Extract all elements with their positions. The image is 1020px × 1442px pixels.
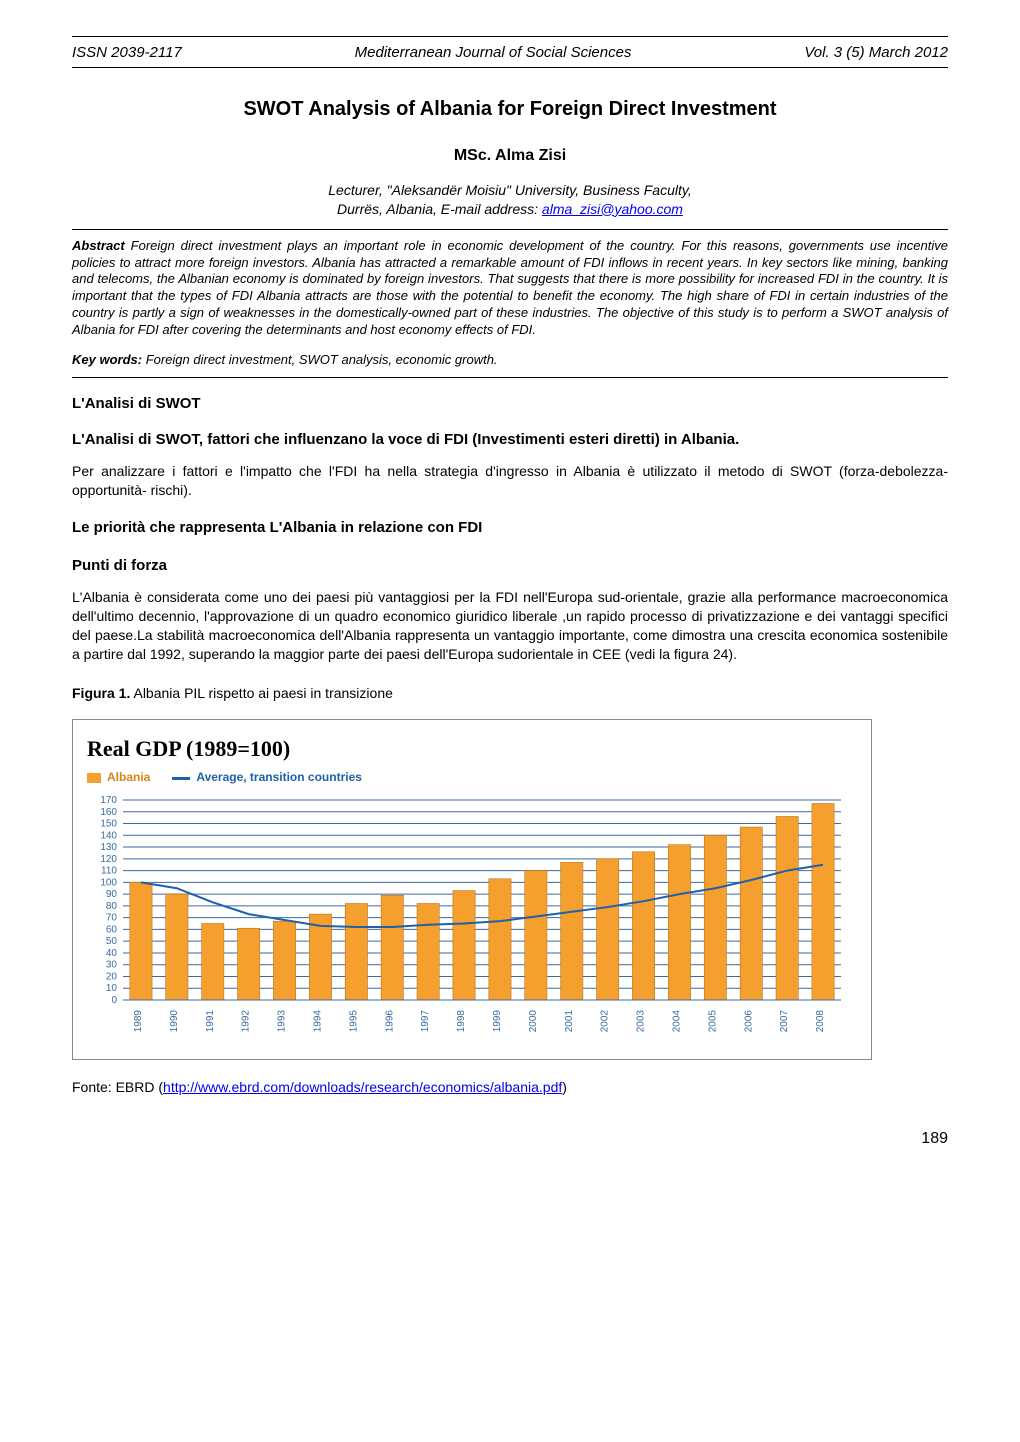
- svg-text:2000: 2000: [528, 1009, 539, 1032]
- author-name: MSc. Alma Zisi: [72, 145, 948, 167]
- source-link[interactable]: http://www.ebrd.com/downloads/research/e…: [163, 1079, 562, 1095]
- affiliation-line-2-prefix: Durrës, Albania, E-mail address:: [337, 201, 542, 217]
- svg-text:2002: 2002: [600, 1009, 611, 1032]
- paragraph-2: L'Albania è considerata come uno dei pae…: [72, 588, 948, 664]
- keywords-label: Key words:: [72, 352, 142, 367]
- line-swatch-icon: [172, 777, 190, 780]
- svg-text:130: 130: [100, 842, 117, 853]
- keywords: Key words: Foreign direct investment, SW…: [72, 351, 948, 369]
- subhead-2: Punti di forza: [72, 556, 948, 576]
- svg-text:1998: 1998: [456, 1009, 467, 1032]
- legend-avg-label: Average, transition countries: [196, 770, 362, 784]
- page-number: 189: [72, 1128, 948, 1150]
- svg-text:1990: 1990: [169, 1009, 180, 1032]
- journal-title: Mediterranean Journal of Social Sciences: [182, 43, 805, 63]
- affiliation: Lecturer, "Aleksandër Moisiu" University…: [72, 181, 948, 219]
- svg-text:1993: 1993: [277, 1009, 288, 1032]
- legend-albania: Albania: [87, 769, 150, 785]
- chart-svg: 0102030405060708090100110120130140150160…: [87, 794, 847, 1044]
- legend-albania-label: Albania: [107, 770, 150, 784]
- chart-title: Real GDP (1989=100): [87, 734, 857, 764]
- svg-text:1991: 1991: [205, 1009, 216, 1032]
- svg-text:20: 20: [106, 971, 118, 982]
- svg-text:1999: 1999: [492, 1009, 503, 1032]
- paragraph-1: Per analizzare i fattori e l'impatto che…: [72, 462, 948, 500]
- source-prefix: Fonte: EBRD (: [72, 1079, 163, 1095]
- figure-caption: Figura 1. Albania PIL rispetto ai paesi …: [72, 684, 948, 703]
- source-line: Fonte: EBRD (http://www.ebrd.com/downloa…: [72, 1078, 948, 1097]
- svg-text:1997: 1997: [420, 1009, 431, 1032]
- svg-text:0: 0: [111, 995, 117, 1006]
- figure-caption-text: Albania PIL rispetto ai paesi in transiz…: [130, 685, 393, 701]
- svg-text:100: 100: [100, 877, 117, 888]
- svg-text:140: 140: [100, 830, 117, 841]
- article-title: SWOT Analysis of Albania for Foreign Dir…: [72, 96, 948, 123]
- svg-text:2001: 2001: [564, 1009, 575, 1032]
- section-head-2: L'Analisi di SWOT, fattori che influenza…: [72, 430, 948, 450]
- svg-text:2005: 2005: [707, 1009, 718, 1032]
- issn: ISSN 2039-2117: [72, 43, 182, 63]
- svg-text:150: 150: [100, 818, 117, 829]
- figure-caption-label: Figura 1.: [72, 685, 130, 701]
- affiliation-line-1: Lecturer, "Aleksandër Moisiu" University…: [328, 182, 691, 198]
- svg-text:2006: 2006: [743, 1009, 754, 1032]
- legend-avg: Average, transition countries: [172, 769, 362, 785]
- svg-text:30: 30: [106, 959, 118, 970]
- svg-text:50: 50: [106, 936, 118, 947]
- svg-text:1994: 1994: [312, 1009, 323, 1032]
- abstract: Abstract Foreign direct investment plays…: [72, 238, 948, 339]
- running-head: ISSN 2039-2117 Mediterranean Journal of …: [72, 43, 948, 63]
- svg-text:1995: 1995: [348, 1009, 359, 1032]
- svg-text:10: 10: [106, 983, 118, 994]
- section-head-1: L'Analisi di SWOT: [72, 394, 948, 414]
- svg-text:1992: 1992: [241, 1009, 252, 1032]
- top-rule: [72, 36, 948, 37]
- svg-text:2003: 2003: [636, 1009, 647, 1032]
- source-suffix: ): [562, 1079, 567, 1095]
- svg-text:1996: 1996: [384, 1009, 395, 1032]
- abstract-label: Abstract: [72, 238, 125, 253]
- svg-text:60: 60: [106, 924, 118, 935]
- svg-text:80: 80: [106, 901, 118, 912]
- chart-legend: Albania Average, transition countries: [87, 769, 857, 785]
- svg-text:70: 70: [106, 912, 118, 923]
- svg-text:90: 90: [106, 889, 118, 900]
- svg-text:2008: 2008: [815, 1009, 826, 1032]
- svg-text:170: 170: [100, 795, 117, 806]
- author-email-link[interactable]: alma_zisi@yahoo.com: [542, 201, 683, 217]
- svg-text:2004: 2004: [671, 1009, 682, 1032]
- subhead-1: Le priorità che rappresenta L'Albania in…: [72, 518, 948, 538]
- bar-swatch-icon: [87, 773, 101, 783]
- svg-text:40: 40: [106, 948, 118, 959]
- abstract-top-rule: [72, 229, 948, 230]
- svg-text:160: 160: [100, 806, 117, 817]
- keywords-text: Foreign direct investment, SWOT analysis…: [142, 352, 497, 367]
- abstract-text: Foreign direct investment plays an impor…: [72, 238, 948, 337]
- chart-container: Real GDP (1989=100) Albania Average, tra…: [72, 719, 872, 1060]
- volume-issue: Vol. 3 (5) March 2012: [804, 43, 948, 63]
- svg-text:1989: 1989: [133, 1009, 144, 1032]
- svg-text:2007: 2007: [779, 1009, 790, 1032]
- under-rule: [72, 67, 948, 68]
- svg-text:110: 110: [101, 865, 117, 876]
- svg-text:120: 120: [100, 853, 117, 864]
- abstract-bottom-rule: [72, 377, 948, 378]
